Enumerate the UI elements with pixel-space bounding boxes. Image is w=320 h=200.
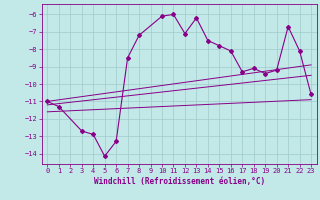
X-axis label: Windchill (Refroidissement éolien,°C): Windchill (Refroidissement éolien,°C) — [94, 177, 265, 186]
